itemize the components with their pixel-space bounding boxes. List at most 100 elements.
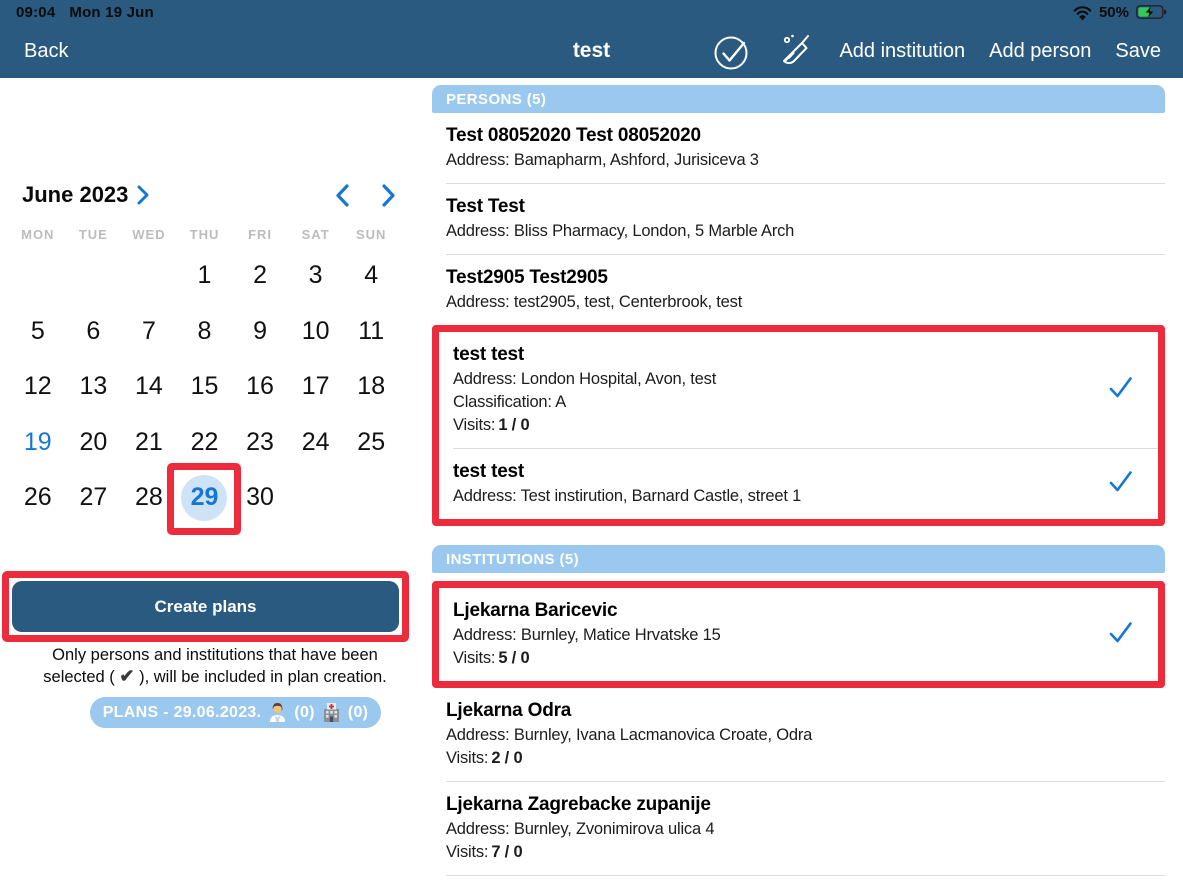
list-item-institution[interactable]: Ljekarna Odra Address: Burnley, Ivana La… — [432, 688, 1165, 781]
check-circle-icon[interactable] — [713, 31, 751, 71]
weekday-label: THU — [189, 227, 220, 242]
list-item-person[interactable]: Test 08052020 Test 08052020 Address: Bam… — [432, 113, 1165, 183]
weekday-label: FRI — [248, 227, 273, 242]
calendar-day[interactable]: 13 — [79, 372, 108, 401]
calendar-day[interactable]: 3 — [308, 261, 323, 290]
calendar-day[interactable]: 22 — [190, 427, 219, 456]
calendar-grid: 1 2 3 4 5 6 7 8 9 10 11 12 13 14 15 16 1… — [10, 248, 399, 526]
calendar-day[interactable]: 5 — [30, 316, 45, 345]
calendar-day[interactable]: 15 — [190, 372, 219, 401]
calendar-day[interactable]: 30 — [246, 483, 274, 512]
divider — [446, 781, 1165, 782]
persons-section-header: PERSONS (5) — [432, 85, 1165, 113]
calendar-day[interactable]: 2 — [253, 261, 268, 290]
calendar-day[interactable]: 18 — [357, 372, 386, 401]
annotation-red-box-create-plans: Create plans — [2, 571, 409, 642]
list-item-institution[interactable]: Sainsbury´s Pharmacy — [432, 876, 1165, 887]
institution-name: Ljekarna Odra — [446, 700, 572, 721]
weekday-label: TUE — [78, 227, 108, 242]
add-person-button[interactable]: Add person — [989, 39, 1092, 62]
divider — [446, 875, 1165, 876]
list-item-person[interactable]: test test Address: London Hospital, Avon… — [439, 332, 1158, 448]
person-address: Address: Test instirution, Barnard Castl… — [453, 487, 802, 505]
calendar-day[interactable]: 27 — [79, 483, 108, 512]
calendar-day[interactable]: 1 — [197, 261, 212, 290]
calendar-day[interactable]: 28 — [135, 483, 163, 512]
weekday-header-row: MON TUE WED THU FRI SAT SUN — [10, 227, 399, 242]
note-line2-post: ), will be included in plan creation. — [139, 668, 387, 686]
list-item-person[interactable]: Test2905 Test2905 Address: test2905, tes… — [432, 255, 1165, 325]
back-button[interactable]: Back — [24, 39, 69, 62]
calendar-day[interactable]: 24 — [301, 427, 330, 456]
prev-month-button[interactable] — [335, 184, 349, 207]
hospital-emoji-icon — [322, 702, 341, 723]
selected-day-circle: 29 — [181, 474, 228, 521]
person-address: Address: Bliss Pharmacy, London, 5 Marbl… — [446, 222, 795, 240]
persons-list: Test 08052020 Test 08052020 Address: Bam… — [432, 113, 1165, 526]
list-item-person[interactable]: test test Address: Test instirution, Bar… — [439, 449, 1158, 519]
calendar-day — [343, 470, 399, 526]
doctor-emoji-icon — [268, 702, 287, 723]
calendar-day[interactable]: 9 — [253, 316, 268, 345]
calendar-day[interactable]: 10 — [301, 316, 330, 345]
list-item-institution[interactable]: Ljekarna Baricevic Address: Burnley, Mat… — [439, 588, 1158, 681]
annotation-red-box-selected-institution: Ljekarna Baricevic Address: Burnley, Mat… — [432, 581, 1165, 688]
calendar-day[interactable]: 21 — [135, 427, 163, 456]
calendar-day[interactable]: 14 — [135, 372, 163, 401]
selected-check-icon — [1107, 619, 1134, 651]
month-label: June 2023 — [22, 182, 129, 207]
calendar-day — [66, 248, 122, 304]
plans-pill-label: PLANS - 29.06.2023. — [102, 703, 262, 721]
doctor-count: (0) — [294, 703, 315, 721]
next-month-button[interactable] — [382, 184, 396, 207]
institution-address: Address: Burnley, Matice Hrvatske 15 — [453, 626, 721, 644]
calendar-day[interactable]: 17 — [301, 372, 330, 401]
page-title: test — [572, 39, 611, 62]
calendar-day-selected[interactable]: 29 — [177, 470, 233, 526]
list-item-institution[interactable]: Ljekarna Zagrebacke zupanije Address: Bu… — [432, 782, 1165, 875]
person-name: Test 08052020 Test 08052020 — [446, 125, 701, 146]
add-institution-button[interactable]: Add institution — [839, 39, 966, 62]
status-date: Mon 19 Jun — [69, 3, 154, 21]
lists-panel: PERSONS (5) Test 08052020 Test 08052020 … — [432, 85, 1165, 887]
plans-summary-pill[interactable]: PLANS - 29.06.2023. (0) — [90, 697, 381, 728]
selected-check-icon — [1107, 374, 1134, 406]
weekday-label: SUN — [355, 227, 387, 242]
institution-name: Ljekarna Zagrebacke zupanije — [446, 794, 711, 815]
calendar-day[interactable]: 25 — [357, 427, 386, 456]
calendar-day[interactable]: 4 — [364, 261, 379, 290]
weekday-label: MON — [21, 227, 55, 242]
calendar-day[interactable]: 11 — [358, 316, 385, 345]
hospital-count: (0) — [347, 703, 369, 721]
institution-address: Address: Burnley, Ivana Lacmanovica Croa… — [446, 726, 813, 744]
calendar-day — [288, 470, 344, 526]
broom-icon[interactable] — [775, 31, 815, 71]
person-name: test test — [453, 461, 525, 482]
person-visits: Visits: 1 / 0 — [453, 416, 530, 434]
calendar-day[interactable]: 16 — [246, 372, 274, 401]
annotation-red-box-selected-day — [167, 463, 241, 535]
top-bar: 09:04 Mon 19 Jun 50% — [0, 0, 1183, 78]
selected-check-icon — [1107, 468, 1134, 500]
calendar-day-today[interactable]: 19 — [23, 427, 52, 456]
calendar-day[interactable]: 23 — [246, 427, 274, 456]
divider — [446, 254, 1165, 255]
month-selector[interactable]: June 2023 — [22, 182, 149, 208]
weekday-label: WED — [132, 227, 166, 242]
list-item-person[interactable]: Test Test Address: Bliss Pharmacy, Londo… — [432, 184, 1165, 254]
calendar-day[interactable]: 6 — [86, 316, 101, 345]
divider — [453, 448, 1158, 449]
navigation-bar: Back test — [0, 24, 1183, 78]
person-name: test test — [453, 344, 525, 365]
create-plans-button[interactable]: Create plans — [12, 581, 399, 632]
calendar-day[interactable]: 8 — [197, 316, 212, 345]
note-line1: Only persons and institutions that have … — [52, 646, 378, 664]
weekday-label: SAT — [301, 227, 330, 242]
save-button[interactable]: Save — [1115, 39, 1161, 62]
calendar-day[interactable]: 20 — [79, 427, 108, 456]
calendar-day[interactable]: 12 — [23, 372, 52, 401]
calendar-day[interactable]: 26 — [23, 483, 52, 512]
calendar-day[interactable]: 7 — [141, 316, 156, 345]
person-name: Test Test — [446, 196, 525, 217]
